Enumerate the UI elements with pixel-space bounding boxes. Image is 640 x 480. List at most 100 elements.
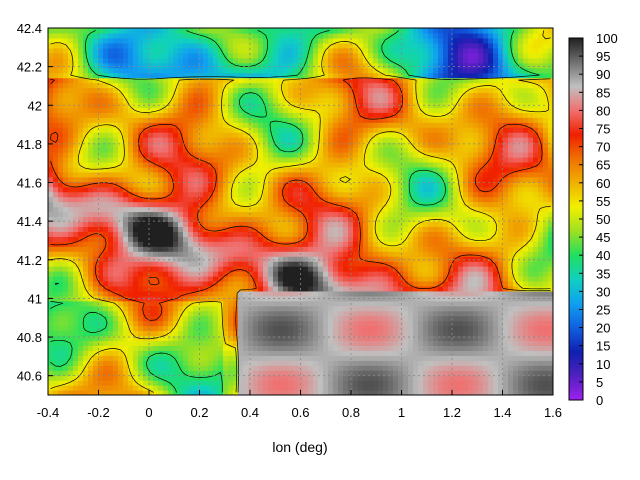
heatmap-cell — [368, 187, 374, 193]
heatmap-cell — [183, 241, 189, 247]
heatmap-cell — [138, 261, 144, 267]
heatmap-cell — [53, 291, 59, 297]
heatmap-cell — [353, 355, 359, 361]
heatmap-cell — [228, 147, 234, 153]
heatmap-cell — [398, 162, 404, 168]
heatmap-cell — [423, 197, 429, 203]
heatmap-cell — [138, 187, 144, 193]
heatmap-cell — [168, 157, 174, 163]
heatmap-cell — [173, 152, 179, 158]
heatmap-cell — [283, 256, 289, 262]
heatmap-cell — [218, 311, 224, 317]
heatmap-cell — [328, 236, 334, 242]
heatmap-cell — [313, 291, 319, 297]
heatmap-cell — [293, 212, 299, 218]
heatmap-cell — [58, 326, 64, 332]
heatmap-cell — [278, 212, 284, 218]
heatmap-cell — [288, 345, 294, 351]
heatmap-cell — [383, 256, 389, 262]
heatmap-cell — [408, 261, 414, 267]
heatmap-cell — [168, 251, 174, 257]
heatmap-cell — [523, 202, 529, 208]
heatmap-cell — [138, 172, 144, 178]
heatmap-cell — [273, 152, 279, 158]
heatmap-cell — [213, 221, 219, 227]
heatmap-cell — [478, 152, 484, 158]
heatmap-cell — [338, 207, 344, 213]
heatmap-cell — [223, 291, 229, 297]
heatmap-cell — [128, 207, 134, 213]
heatmap-cell — [273, 187, 279, 193]
heatmap-cell — [533, 311, 539, 317]
heatmap-cell — [518, 350, 524, 356]
heatmap-cell — [58, 221, 64, 227]
heatmap-cell — [493, 355, 499, 361]
heatmap-cell — [243, 321, 249, 327]
heatmap-cell — [128, 187, 134, 193]
heatmap-cell — [208, 360, 214, 366]
heatmap-cell — [373, 276, 379, 282]
heatmap-cell — [93, 246, 99, 252]
heatmap-cell — [493, 360, 499, 366]
heatmap-cell — [273, 331, 279, 337]
heatmap-cell — [83, 355, 89, 361]
heatmap-cell — [478, 266, 484, 272]
heatmap-cell — [523, 152, 529, 158]
heatmap-cell — [453, 251, 459, 257]
heatmap-cell — [398, 365, 404, 371]
heatmap-cell — [193, 202, 199, 208]
heatmap-cell — [138, 162, 144, 168]
heatmap-cell — [228, 276, 234, 282]
heatmap-cell — [473, 340, 479, 346]
heatmap-cell — [443, 345, 449, 351]
heatmap-cell — [193, 271, 199, 277]
heatmap-cell — [48, 360, 54, 366]
heatmap-cell — [403, 251, 409, 257]
heatmap-cell — [403, 167, 409, 173]
heatmap-cell — [363, 246, 369, 252]
heatmap-cell — [313, 172, 319, 178]
heatmap-cell — [248, 256, 254, 262]
heatmap-cell — [433, 221, 439, 227]
heatmap-cell — [258, 207, 264, 213]
heatmap-cell — [223, 306, 229, 312]
heatmap-cell — [443, 301, 449, 307]
heatmap-cell — [318, 212, 324, 218]
heatmap-cell — [198, 172, 204, 178]
heatmap-cell — [153, 306, 159, 312]
heatmap-cell — [63, 281, 69, 287]
heatmap-cell — [288, 281, 294, 287]
heatmap-cell — [323, 345, 329, 351]
heatmap-cell — [273, 177, 279, 183]
heatmap-cell — [443, 172, 449, 178]
heatmap-cell — [473, 226, 479, 232]
heatmap-cell — [398, 370, 404, 376]
heatmap-cell — [188, 321, 194, 327]
heatmap-cell — [408, 152, 414, 158]
heatmap-cell — [443, 311, 449, 317]
heatmap-cell — [393, 365, 399, 371]
heatmap-cell — [248, 321, 254, 327]
heatmap-cell — [518, 276, 524, 282]
heatmap-cell — [428, 187, 434, 193]
heatmap-cell — [338, 365, 344, 371]
heatmap-cell — [303, 152, 309, 158]
heatmap-cell — [263, 360, 269, 366]
heatmap-cell — [258, 276, 264, 282]
heatmap-cell — [273, 246, 279, 252]
heatmap-cell — [428, 331, 434, 337]
heatmap-cell — [83, 221, 89, 227]
heatmap-cell — [283, 326, 289, 332]
heatmap-cell — [518, 251, 524, 257]
heatmap-cell — [513, 340, 519, 346]
heatmap-cell — [388, 286, 394, 292]
heatmap-cell — [113, 241, 119, 247]
heatmap-cell — [363, 301, 369, 307]
heatmap-cell — [413, 246, 419, 252]
heatmap-cell — [463, 192, 469, 198]
heatmap-cell — [213, 286, 219, 292]
heatmap-cell — [333, 177, 339, 183]
heatmap-cell — [363, 266, 369, 272]
heatmap-cell — [488, 266, 494, 272]
heatmap-cell — [283, 246, 289, 252]
